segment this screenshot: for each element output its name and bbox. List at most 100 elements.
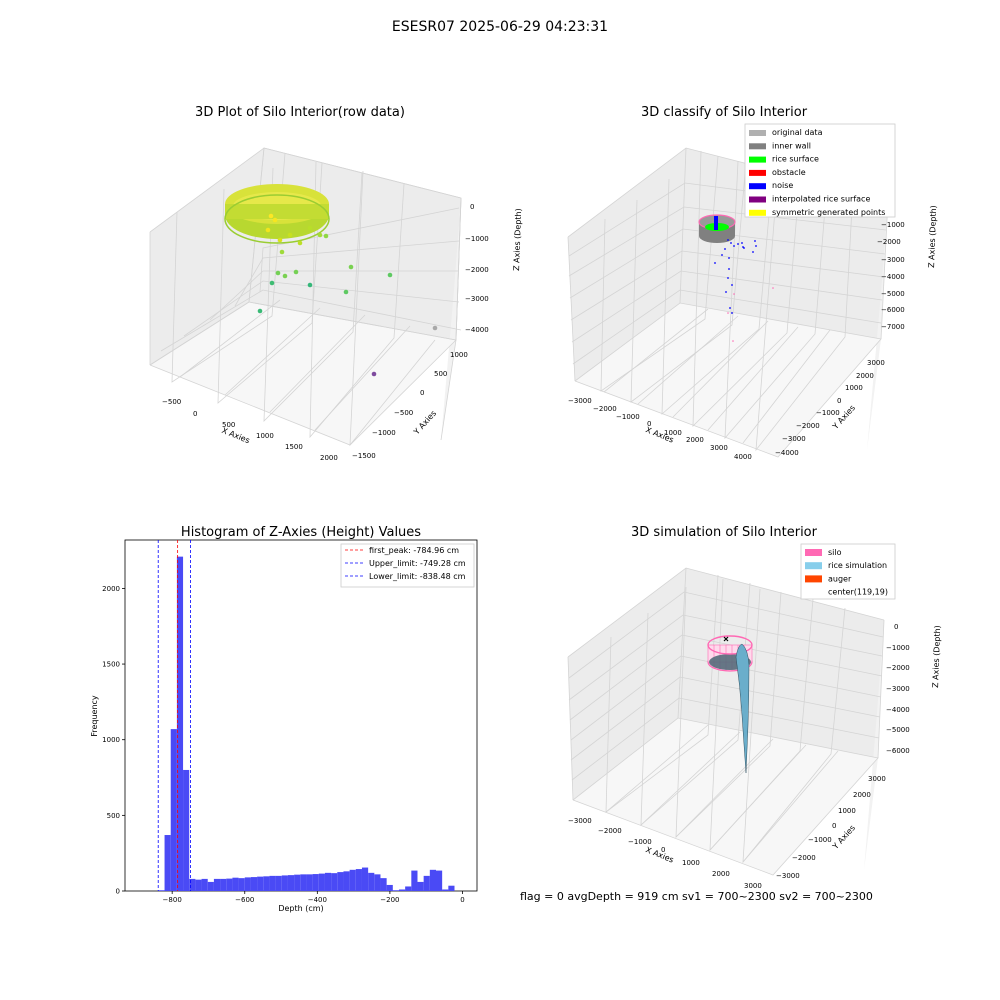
noise-point <box>731 312 733 314</box>
z-tick: −4000 <box>881 273 905 281</box>
histogram-bar <box>448 885 455 891</box>
noise-point <box>728 257 730 259</box>
raw-scatter-points <box>257 213 438 377</box>
y-tick: −2000 <box>796 422 820 430</box>
histogram-x-ticks: −800 −600 −400 −200 0 <box>163 891 465 904</box>
histogram-bar <box>405 886 412 891</box>
legend-swatch <box>749 143 766 150</box>
y-tick: 0 <box>420 389 424 397</box>
histogram-bar <box>238 878 245 891</box>
obstacle-point <box>727 312 729 314</box>
legend-swatch <box>749 156 766 163</box>
legend-swatch <box>749 209 766 216</box>
histogram-bar <box>392 890 399 891</box>
x-tick: 1000 <box>256 432 274 440</box>
scatter-point <box>432 325 438 331</box>
noise-point <box>729 307 731 309</box>
scatter-point <box>268 213 274 219</box>
x-tick-label: −200 <box>380 896 399 904</box>
z-axis-label: Z Axies (Depth) <box>931 625 942 688</box>
z-tick: −4000 <box>465 326 489 334</box>
panel-classify-title: 3D classify of Silo Interior <box>641 105 808 120</box>
x-tick: 0 <box>661 846 665 854</box>
grid-lines <box>567 567 885 876</box>
axis-ticks: −500 0 500 1000 1500 2000 1000 500 0 −50… <box>162 203 489 462</box>
histogram-bar <box>213 878 221 891</box>
histogram-bar <box>250 877 258 891</box>
legend-label: silo <box>828 548 842 557</box>
pane-floor <box>150 302 456 445</box>
z-tick: −1000 <box>465 235 489 243</box>
noise-point <box>741 242 743 244</box>
scatter-point <box>387 272 393 278</box>
histogram-legend: first_peak: -784.96 cm Upper_limit: -749.… <box>340 543 475 588</box>
x-tick: 1000 <box>664 429 682 437</box>
z-axis-label: Z Axies (Depth) <box>512 208 523 271</box>
histogram-bar <box>368 872 375 891</box>
pane-floor <box>573 718 878 875</box>
legend-label: interpolated rice surface <box>772 195 870 204</box>
auger-marker <box>723 636 729 642</box>
z-tick: −6000 <box>881 306 905 314</box>
y-axis-label: Y Axies <box>830 403 857 431</box>
legend-label: first_peak: -784.96 cm <box>369 546 459 555</box>
histogram-bar <box>269 875 276 891</box>
panel-raw-3d: 3D Plot of Silo Interior(row data) <box>149 105 523 462</box>
z-tick: 0 <box>470 203 474 211</box>
z-axis-label: Z Axies (Depth) <box>927 205 938 268</box>
histogram-reference-lines <box>157 540 191 891</box>
histogram-bar <box>442 889 449 891</box>
histogram-bar <box>281 875 288 891</box>
noise-point <box>752 251 754 253</box>
x-tick: 4000 <box>734 453 752 461</box>
noise-point <box>725 291 727 293</box>
histogram-bar <box>294 874 301 891</box>
noise-point <box>730 242 732 244</box>
noise-point <box>755 245 757 247</box>
noise-point <box>731 284 733 286</box>
noise-point <box>714 262 716 264</box>
classify-legend: original data inner wall rice surface obsta… <box>744 123 896 218</box>
histogram-x-label: Depth (cm) <box>278 904 323 913</box>
x-tick-label: −600 <box>235 896 254 904</box>
legend-frame <box>340 543 475 588</box>
panel-histogram: Histogram of Z-Axies (Height) Values −80… <box>90 525 478 913</box>
noise-point <box>728 268 730 270</box>
legend-label: rice surface <box>772 155 819 164</box>
y-tick: 1000 <box>450 351 468 359</box>
scatter-point <box>277 237 283 243</box>
silo-point-cloud <box>224 184 330 244</box>
noise-point <box>743 247 745 249</box>
histogram-bar <box>300 874 307 891</box>
obstacle-point <box>772 287 774 289</box>
noise-point <box>727 277 729 279</box>
simulation-legend: silo rice simulation auger center(119,19) <box>800 543 896 600</box>
histogram-bar <box>275 875 282 891</box>
histogram-bar <box>386 884 393 891</box>
y-axis-label: Y Axies <box>411 409 438 437</box>
histogram-bar <box>207 881 214 891</box>
histogram-bar <box>220 878 227 891</box>
x-tick: 500 <box>222 421 235 429</box>
x-tick: −3000 <box>568 397 592 405</box>
x-tick: −3000 <box>568 817 592 825</box>
z-tick: −7000 <box>881 323 905 331</box>
x-tick: 1500 <box>285 443 303 451</box>
legend-swatch <box>805 562 822 570</box>
y-tick: 0 <box>837 397 841 405</box>
legend-label: original data <box>772 128 823 137</box>
x-axis-label: X Axies <box>644 845 675 864</box>
x-tick: −1000 <box>616 413 640 421</box>
y-tick: 1000 <box>845 384 863 392</box>
histogram-bar <box>423 875 430 891</box>
histogram-bar <box>176 556 184 891</box>
legend-frame <box>744 123 896 218</box>
histogram-bar <box>331 873 338 891</box>
legend-label: center(119,19) <box>828 588 888 597</box>
y-tick: 3000 <box>868 775 886 783</box>
histogram-bar <box>287 875 295 891</box>
y-tick: −1500 <box>352 452 376 460</box>
legend-label: Lower_limit: -838.48 cm <box>369 572 466 581</box>
z-tick: −5000 <box>886 726 910 734</box>
legend-label: obstacle <box>772 168 806 177</box>
